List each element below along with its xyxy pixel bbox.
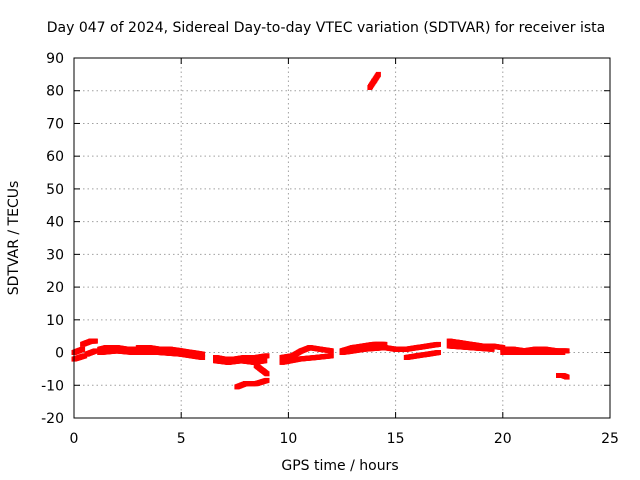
data-point xyxy=(131,350,137,355)
y-tick-label: 90 xyxy=(46,51,64,67)
y-tick-label: 60 xyxy=(46,149,64,165)
x-tick-label: 15 xyxy=(387,431,405,447)
x-tick-label: 0 xyxy=(70,431,79,447)
y-tick-label: 50 xyxy=(46,182,64,198)
y-tick-label: 10 xyxy=(46,313,64,329)
data-series xyxy=(71,71,570,390)
data-point xyxy=(436,341,441,347)
x-tick-label: 10 xyxy=(279,431,297,447)
y-tick-label: 0 xyxy=(55,346,64,362)
data-point xyxy=(264,377,270,383)
data-point xyxy=(328,353,334,359)
data-point xyxy=(264,353,270,359)
data-point xyxy=(560,350,566,355)
x-tick-label: 20 xyxy=(494,431,512,447)
x-axis-label: GPS time / hours xyxy=(281,458,398,474)
data-point xyxy=(375,71,381,77)
y-tick-label: 70 xyxy=(46,116,64,132)
y-axis-label: SDTVAR / TECUs xyxy=(6,181,22,296)
data-point xyxy=(489,346,495,352)
x-tick-label: 25 xyxy=(601,431,619,447)
y-tick-label: 40 xyxy=(46,215,64,231)
chart-title: Day 047 of 2024, Sidereal Day-to-day VTE… xyxy=(47,20,605,36)
data-point xyxy=(92,348,98,354)
y-tick-label: -10 xyxy=(41,378,64,394)
data-point xyxy=(92,338,98,344)
data-point xyxy=(200,351,206,357)
data-point xyxy=(200,355,206,360)
data-point xyxy=(262,358,268,364)
x-tick-label: 5 xyxy=(177,431,186,447)
data-point xyxy=(382,341,388,347)
data-point xyxy=(564,374,570,380)
plot-frame xyxy=(73,57,611,419)
data-point xyxy=(328,348,334,354)
y-tick-label: 20 xyxy=(46,280,64,296)
y-tick-label: 30 xyxy=(46,247,64,263)
y-tick-label: 80 xyxy=(46,84,64,100)
data-point xyxy=(436,350,441,355)
data-point xyxy=(80,346,86,352)
y-tick-label: -20 xyxy=(41,411,64,427)
data-point xyxy=(264,371,270,377)
data-point xyxy=(564,348,570,354)
